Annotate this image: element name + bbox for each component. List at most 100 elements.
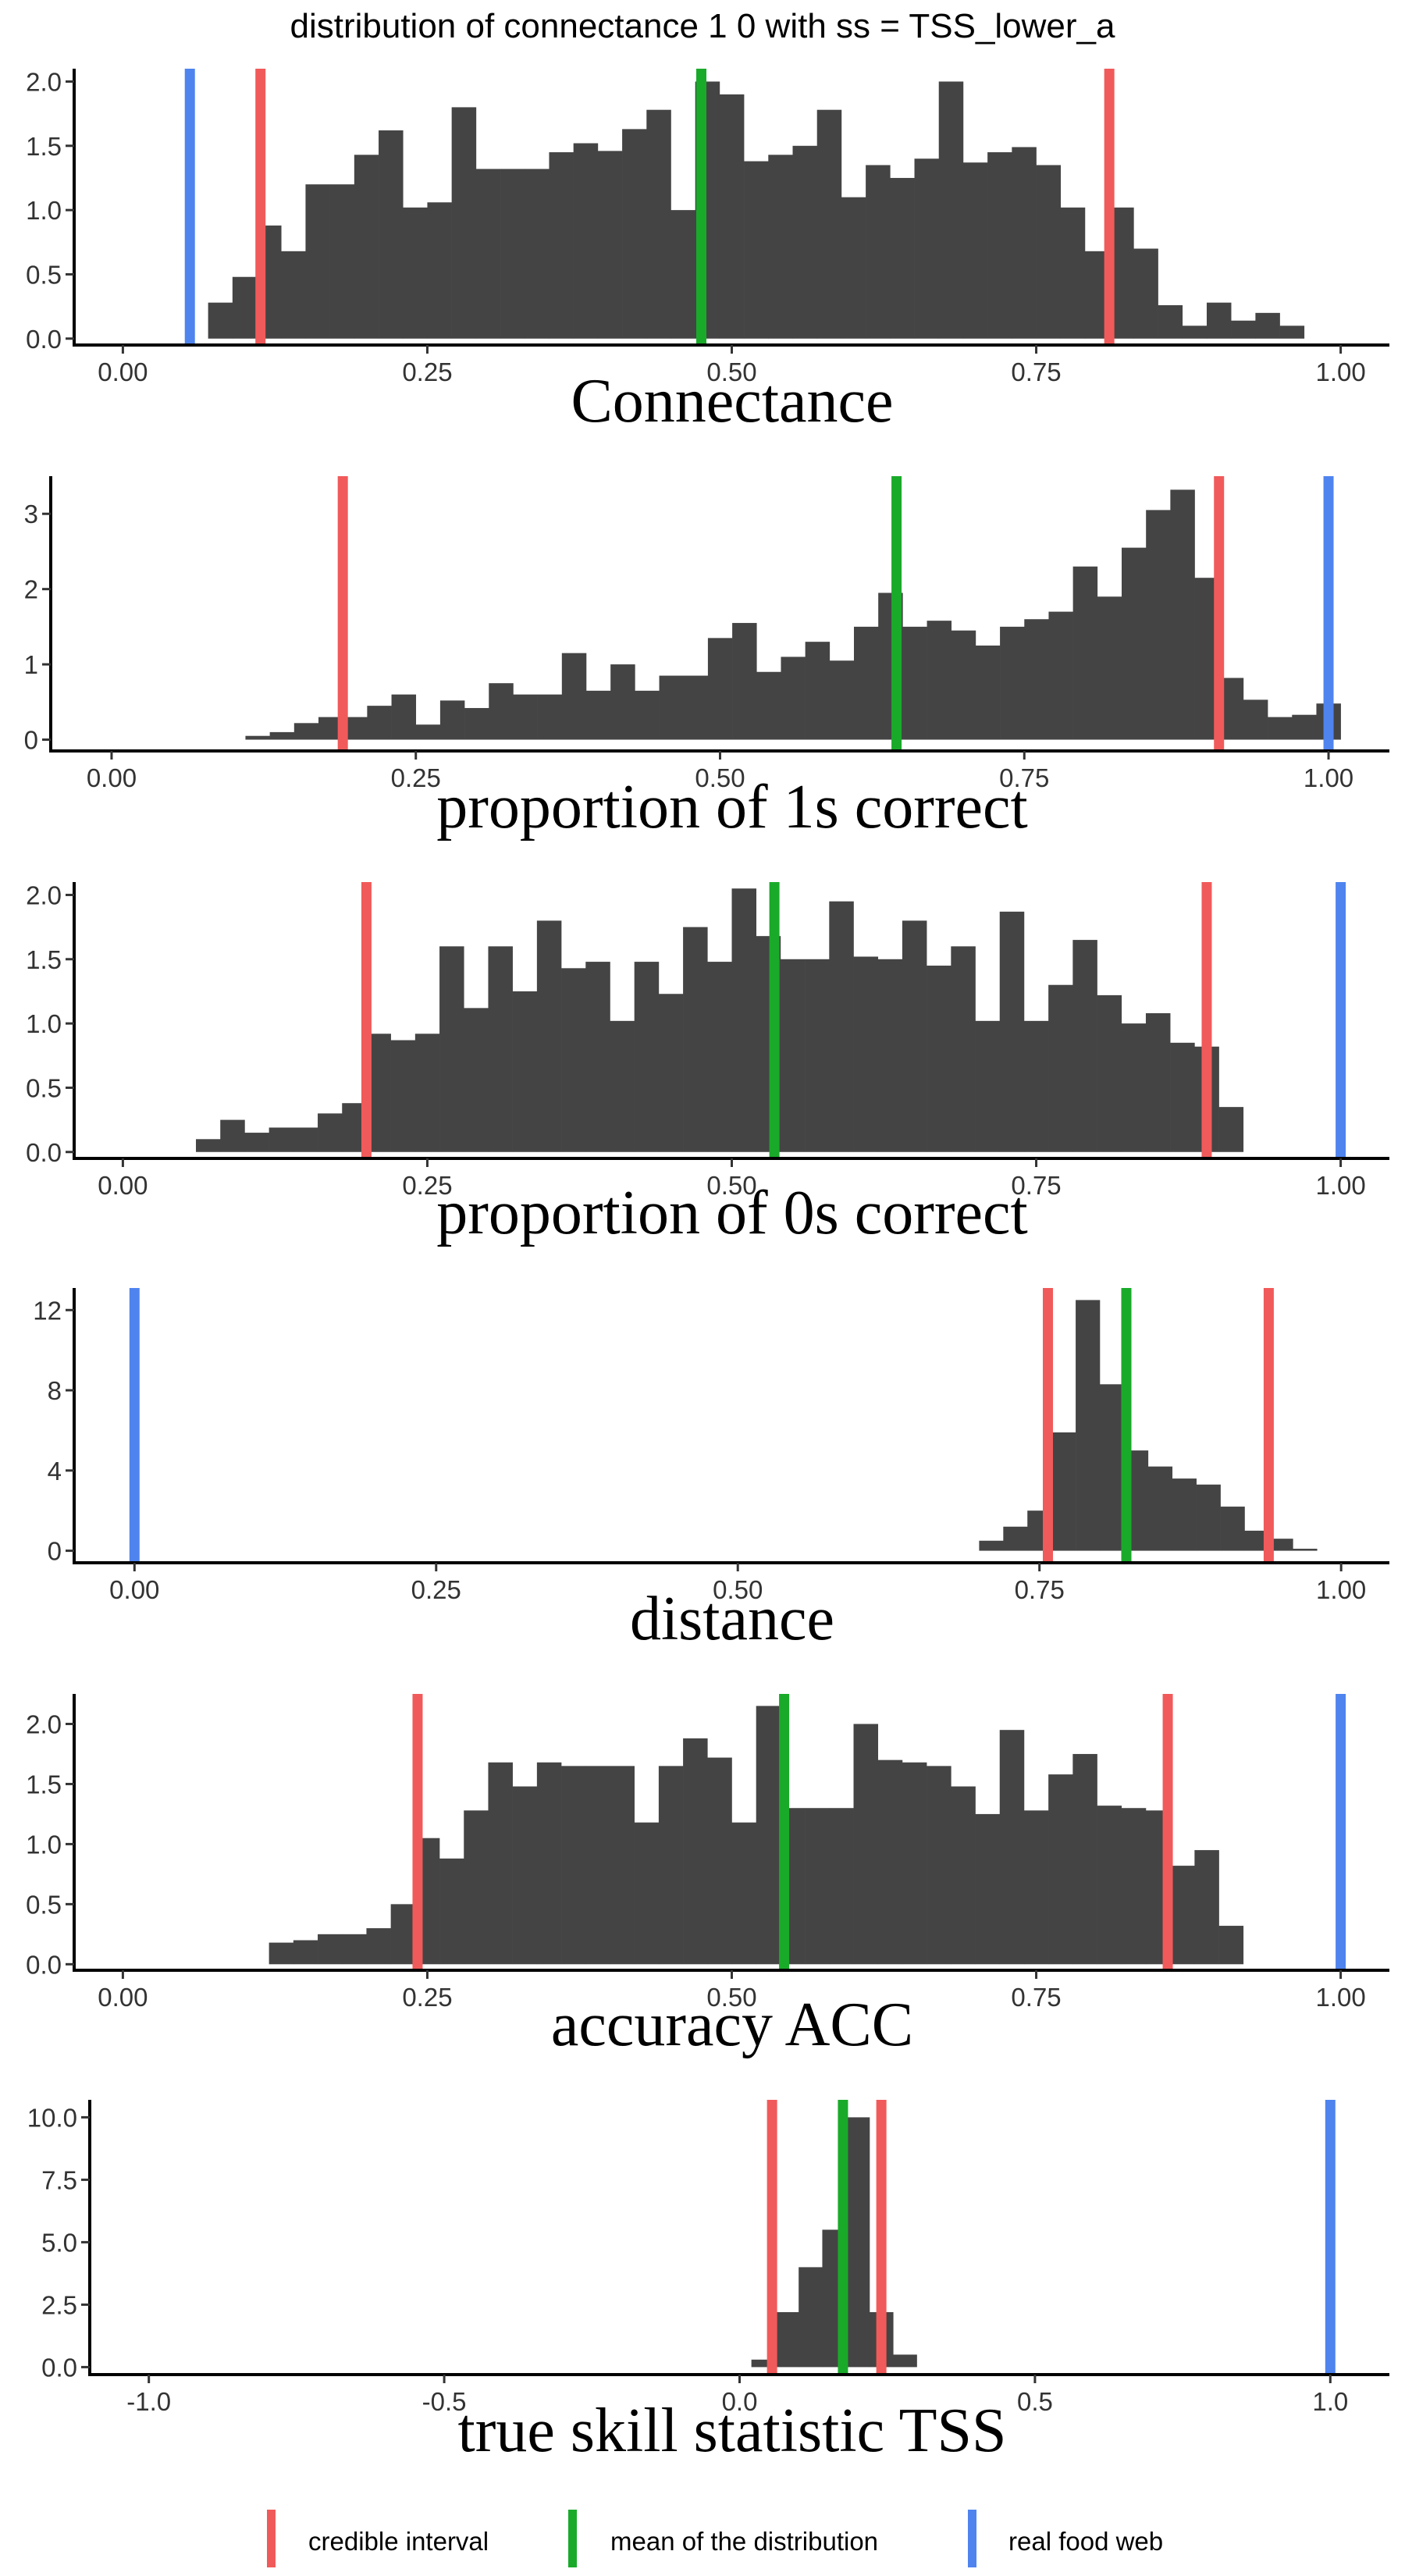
histogram-bar — [841, 197, 866, 339]
histogram-bar — [597, 151, 623, 339]
histogram-bar — [707, 638, 733, 740]
histogram-bar — [1194, 1850, 1219, 1965]
histogram-bar — [464, 1008, 489, 1152]
legend-key — [568, 2510, 577, 2567]
histogram-bar — [1048, 1774, 1073, 1965]
x-tick-label: 1.00 — [1315, 1171, 1365, 1200]
x-tick-label: 1.00 — [1304, 763, 1353, 792]
histogram-bar — [987, 152, 1012, 339]
y-tick-label: 2.0 — [26, 881, 62, 909]
histogram-bar — [853, 956, 879, 1152]
x-tick-label: 0.75 — [1011, 1983, 1061, 2012]
histogram-bar — [622, 129, 647, 339]
y-tick-label: 0.5 — [26, 1073, 62, 1102]
histogram-bar — [1220, 1507, 1245, 1551]
histogram-bar — [1196, 1484, 1221, 1551]
x-tick-label: 1.00 — [1316, 1575, 1366, 1604]
x-tick-label: 0.50 — [706, 1983, 756, 2012]
y-tick-label: 1.0 — [26, 1009, 62, 1038]
histogram-bar — [610, 1020, 635, 1152]
histogram-bar — [585, 1766, 610, 1965]
x-tick-label: 0.75 — [1011, 1171, 1061, 1200]
histogram-bar — [415, 724, 441, 740]
histogram-bar — [999, 911, 1025, 1152]
histogram-bar — [1231, 320, 1256, 339]
histogram-bar — [1146, 510, 1171, 740]
histogram-bar — [646, 109, 671, 339]
panel-6: -1.0 -0.5 0.0 0.5 1.0 0.0 2.5 5.0 7.5 10.0 true sk… — [27, 2100, 1389, 2465]
histogram-bar — [439, 1858, 464, 1965]
figure-title: distribution of connectance 1 0 with ss … — [290, 7, 1115, 45]
histogram-bar — [951, 946, 976, 1152]
histogram-bar — [329, 184, 355, 339]
legend-key — [267, 2510, 276, 2567]
histogram-bar — [244, 1133, 269, 1152]
y-tick-label: 0.5 — [26, 260, 62, 289]
histogram-bar — [731, 888, 757, 1152]
panel-5: 0.00 0.25 0.50 0.75 1.00 0.0 0.5 1.0 1.5 2.0 accur… — [26, 1694, 1389, 2059]
y-tick-label: 0.0 — [26, 1950, 62, 1979]
x-axis-title: accuracy ACC — [551, 1991, 913, 2059]
y-tick-label: 1.5 — [26, 1770, 62, 1799]
histogram-bar — [1121, 1023, 1147, 1152]
y-tick-label: 1.5 — [26, 945, 62, 974]
legend-item: mean of the distribution — [568, 2510, 878, 2567]
histogram-bar — [927, 1766, 951, 1965]
histogram-bar — [464, 1810, 489, 1965]
histogram-bar — [561, 968, 586, 1152]
histogram-bar — [951, 1786, 976, 1965]
histogram-bar — [999, 1730, 1025, 1965]
histogram-bar — [318, 1934, 343, 1965]
histogram-bar — [232, 276, 258, 339]
x-tick-label: 0.0 — [722, 2387, 758, 2416]
histogram-bar — [1279, 326, 1305, 339]
x-tick-label: 1.00 — [1315, 1983, 1365, 2012]
legend-key — [968, 2510, 976, 2567]
x-axis-title: distance — [630, 1585, 834, 1653]
histogram-bar — [585, 962, 610, 1152]
x-tick-label: 0.00 — [98, 358, 148, 386]
histogram-bar — [281, 251, 306, 339]
histogram-bar — [751, 2359, 776, 2368]
histogram-bar — [866, 165, 891, 339]
histogram-bar — [890, 177, 915, 339]
histogram-bar — [877, 959, 903, 1152]
histogram-bar — [390, 1904, 416, 1965]
histogram-bar — [500, 169, 525, 339]
histogram — [245, 489, 1341, 740]
y-tick-label: 0.0 — [26, 325, 62, 354]
x-tick-label: 0.75 — [1011, 358, 1061, 386]
y-tick-label: 2 — [24, 575, 38, 604]
panel-1: 0.00 0.25 0.50 0.75 1.00 0.0 0.5 1.0 1.5 2.0 Conne… — [26, 67, 1389, 436]
histogram-bar — [979, 1540, 1004, 1551]
histogram-bar — [902, 626, 927, 740]
histogram-bar — [1170, 1866, 1195, 1965]
histogram-bar — [427, 202, 452, 339]
histogram-bar — [318, 1113, 343, 1152]
histogram-bar — [975, 645, 1001, 740]
histogram-bar — [586, 690, 611, 740]
histogram-bar — [269, 1127, 294, 1152]
histogram-bar — [799, 2267, 823, 2368]
histogram-bar — [731, 1822, 757, 1965]
y-tick-label: 0 — [24, 726, 38, 755]
histogram-bar — [938, 81, 964, 339]
y-tick-label: 4 — [48, 1457, 62, 1485]
histogram-bar — [561, 1766, 586, 1965]
y-tick-label: 7.5 — [41, 2165, 77, 2194]
panels: 0.00 0.25 0.50 0.75 1.000.00.51.01.52.0Conne… — [24, 67, 1389, 2465]
histogram-bar — [635, 690, 660, 740]
x-axis-title: Connectance — [571, 367, 893, 436]
histogram-bar — [829, 901, 854, 1152]
x-tick-label: 0.75 — [1015, 1575, 1065, 1604]
histogram-bar — [1097, 596, 1122, 740]
histogram-bar — [805, 1808, 830, 1965]
y-tick-label: 1.0 — [26, 196, 62, 225]
histogram-bar — [488, 946, 513, 1152]
y-tick-label: 0.0 — [41, 2353, 77, 2382]
histogram-bar — [512, 991, 538, 1152]
x-tick-label: 0.25 — [402, 358, 452, 386]
histogram-bar — [902, 1762, 927, 1965]
